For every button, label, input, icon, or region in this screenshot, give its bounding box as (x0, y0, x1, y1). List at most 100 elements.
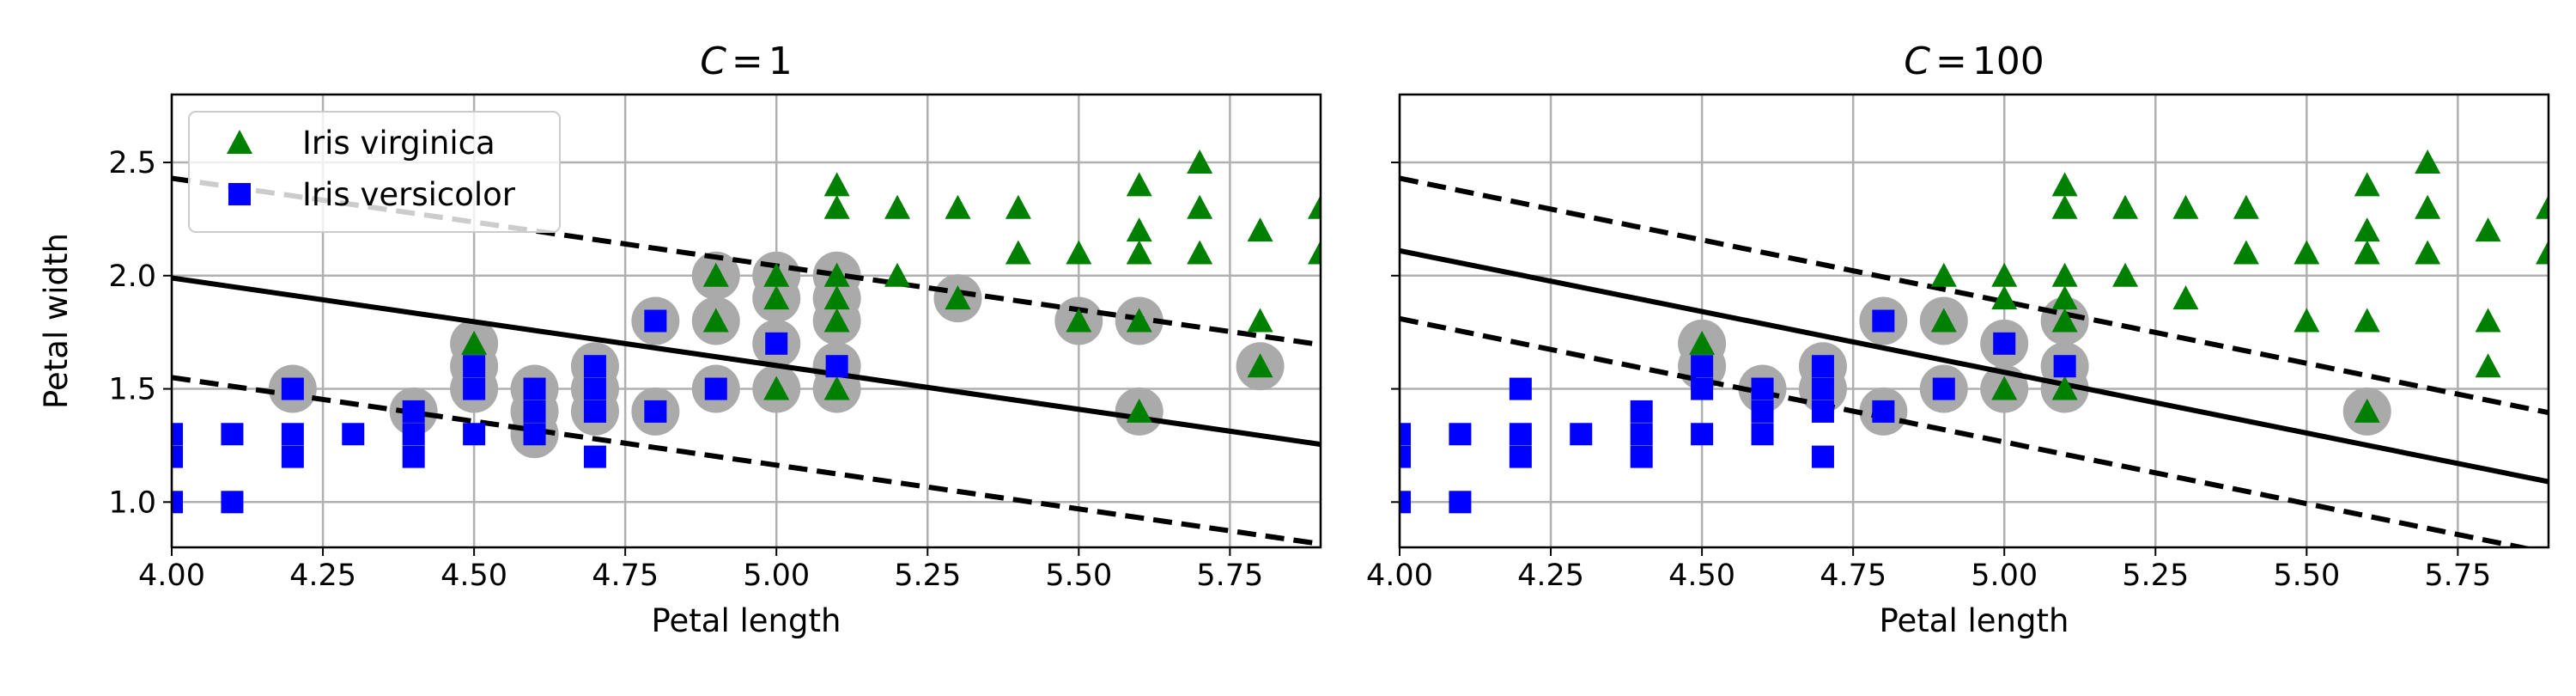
versicolor-point (1509, 423, 1532, 446)
plot-area (1400, 150, 2549, 547)
virginica-point (1247, 353, 1273, 378)
versicolor-point (523, 400, 546, 423)
legend: Iris virginica Iris versicolor (188, 111, 561, 233)
virginica-point (2536, 194, 2549, 219)
versicolor-point (463, 377, 486, 400)
legend-virginica-marker (227, 130, 252, 154)
versicolor-point (1811, 355, 1834, 378)
virginica-point (1126, 240, 1152, 265)
versicolor-point (1691, 355, 1714, 378)
virginica-point (1991, 375, 2018, 400)
virginica-point (702, 308, 729, 333)
margin-line (172, 175, 1321, 348)
y-tick-label: 2.5 (108, 146, 156, 180)
versicolor-point (523, 377, 546, 400)
title-variable: C (700, 40, 726, 83)
versicolor-point (1811, 445, 1834, 468)
virginica-point (702, 262, 729, 287)
chart-title: C = 100 (1904, 40, 2044, 83)
versicolor-point (523, 423, 546, 446)
virginica-point (1126, 308, 1152, 333)
x-tick-label: 5.00 (1971, 559, 2038, 593)
versicolor-point (644, 309, 667, 333)
x-tick-label: 4.75 (1820, 559, 1886, 593)
virginica-point (2112, 194, 2139, 219)
versicolor-point (583, 445, 606, 468)
axes: 4.00 4.25 4.50 4.75 5.00 5.25 5.50 5.75 1.0 1.5 2.… (38, 40, 1322, 639)
chart-panel-c100: 4.00 4.25 4.50 4.75 5.00 5.25 5.50 5.75 C = 100 Pet… (1366, 40, 2550, 639)
virginica-point (945, 194, 971, 219)
versicolor-point (583, 355, 606, 378)
versicolor-point (1509, 445, 1532, 468)
versicolor-point (281, 445, 304, 468)
virginica-point (1991, 262, 2018, 287)
virginica-point (2233, 194, 2259, 219)
versicolor-point (172, 491, 183, 514)
x-tick-label: 5.75 (2424, 559, 2491, 593)
versicolor-point (172, 423, 183, 446)
y-axis-label: Petal width (38, 233, 75, 409)
title-variable: C (1904, 40, 1930, 83)
title-value: 100 (1972, 40, 2044, 83)
virginica-point (2475, 217, 2501, 242)
chart-title: C = 1 (700, 40, 793, 83)
virginica-point (2354, 398, 2380, 423)
axes: 4.00 4.25 4.50 4.75 5.00 5.25 5.50 5.75 C = 100 Pet… (1366, 40, 2550, 639)
versicolor-point (1751, 377, 1774, 400)
virginica-point (2172, 194, 2199, 219)
legend-virginica-label: Iris virginica (302, 125, 495, 162)
versicolor-point (1449, 423, 1472, 446)
virginica-point (823, 285, 850, 310)
virginica-point (1187, 194, 1213, 219)
x-tick-label: 4.50 (440, 559, 507, 593)
versicolor-point (1751, 423, 1774, 446)
virginica-point (2415, 194, 2441, 219)
virginica-point (1930, 262, 1957, 287)
versicolor-point (1691, 377, 1714, 400)
virginica-point (884, 262, 911, 287)
versicolor-point (765, 332, 788, 355)
versicolor-point (463, 423, 486, 446)
plot-frame (1398, 93, 2550, 549)
legend-versicolor-marker (228, 183, 251, 205)
versicolor-point (402, 445, 425, 468)
versicolor-point (402, 400, 425, 423)
virginica-point (2354, 217, 2380, 242)
virginica-point (2354, 172, 2380, 197)
legend-box (188, 111, 561, 233)
versicolor-point (1630, 400, 1653, 423)
virginica-point (2172, 285, 2199, 310)
x-tick-label: 5.25 (2122, 559, 2189, 593)
virginica-point (1005, 194, 1031, 219)
versicolor-point (1932, 377, 1955, 400)
versicolor-point (2053, 355, 2076, 378)
versicolor-point (583, 377, 606, 400)
x-tick-label: 4.00 (138, 559, 205, 593)
virginica-point (1005, 240, 1031, 265)
virginica-point (2051, 375, 2078, 400)
virginica-point (1066, 308, 1092, 333)
virginica-point (1187, 150, 1213, 174)
virginica-point (823, 262, 850, 287)
virginica-point (1066, 240, 1092, 265)
y-tick-label: 1.5 (108, 373, 156, 407)
virginica-point (1126, 398, 1152, 423)
title-equals: = (1935, 40, 1967, 83)
virginica-point (2293, 240, 2320, 265)
virginica-point (2051, 285, 2078, 310)
x-tick-label: 4.00 (1366, 559, 1433, 593)
plot-area (172, 150, 1321, 547)
versicolor-point (1691, 423, 1714, 446)
versicolor-point (1811, 377, 1834, 400)
versicolor-point (1872, 400, 1895, 423)
versicolor-point (1993, 332, 2016, 355)
versicolor-point (1630, 423, 1653, 446)
virginica-point (2415, 150, 2441, 174)
versicolor-point (825, 355, 848, 378)
virginica-point (2354, 308, 2380, 333)
x-tick-label: 5.00 (743, 559, 810, 593)
virginica-point (823, 172, 850, 197)
decision-boundary (1400, 247, 2549, 485)
virginica-point (2051, 262, 2078, 287)
